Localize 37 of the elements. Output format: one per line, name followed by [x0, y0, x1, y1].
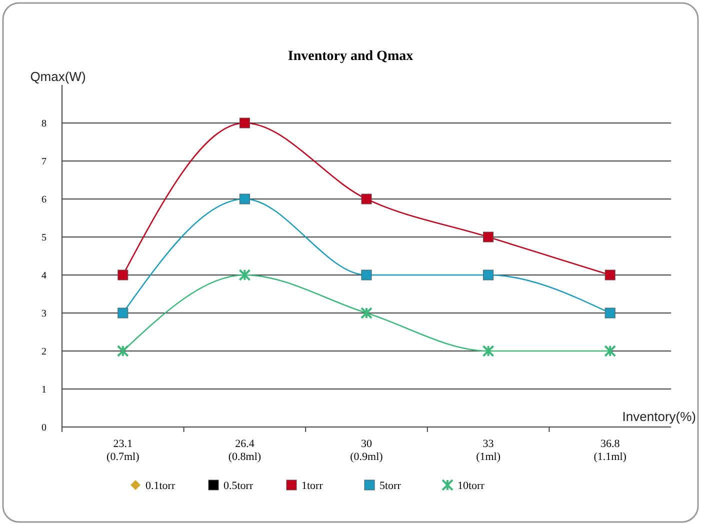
legend-label: 1torr — [302, 480, 324, 492]
y-tick-label: 8 — [42, 118, 46, 130]
y-axis-title: Qmax(W) — [30, 69, 86, 84]
point — [483, 270, 494, 280]
point — [360, 307, 372, 319]
point — [239, 118, 250, 128]
point — [604, 308, 616, 318]
point — [239, 194, 250, 204]
y-tick-label: 4 — [42, 270, 46, 282]
y-tick-label: 0 — [42, 422, 46, 434]
y-tick-label: 7 — [42, 156, 46, 168]
y-tick-label: 6 — [42, 194, 46, 206]
point — [118, 308, 128, 318]
y-tick-label: 1 — [42, 384, 46, 396]
chart-title: Inventory and Qmax — [288, 49, 414, 64]
point — [604, 270, 616, 280]
legend-label: 0.1torr — [146, 480, 176, 492]
point — [118, 270, 128, 280]
legend-label: 5torr — [380, 480, 402, 492]
point — [482, 345, 494, 357]
point — [361, 194, 372, 204]
y-tick-label: 2 — [42, 346, 46, 358]
point — [361, 270, 372, 280]
x-tick-label: 23.1 (0.7ml) — [106, 438, 140, 463]
legend-label: 0.5torr — [224, 480, 254, 492]
point — [238, 269, 251, 281]
x-tick-label: 36.8 (1.1ml) — [594, 438, 627, 463]
point — [483, 232, 494, 242]
point — [116, 345, 129, 357]
x-tick-label: 26.4 (0.8ml) — [228, 438, 262, 463]
y-tick-label: 3 — [42, 308, 46, 320]
x-tick-label: 33 (1ml) — [476, 438, 501, 463]
y-tick-label: 5 — [42, 232, 46, 244]
x-axis-title: Inventory(%) — [622, 409, 696, 424]
legend-label: 10torr — [458, 480, 485, 492]
point — [604, 345, 616, 357]
x-tick-label: 30 (0.9ml) — [350, 438, 384, 463]
